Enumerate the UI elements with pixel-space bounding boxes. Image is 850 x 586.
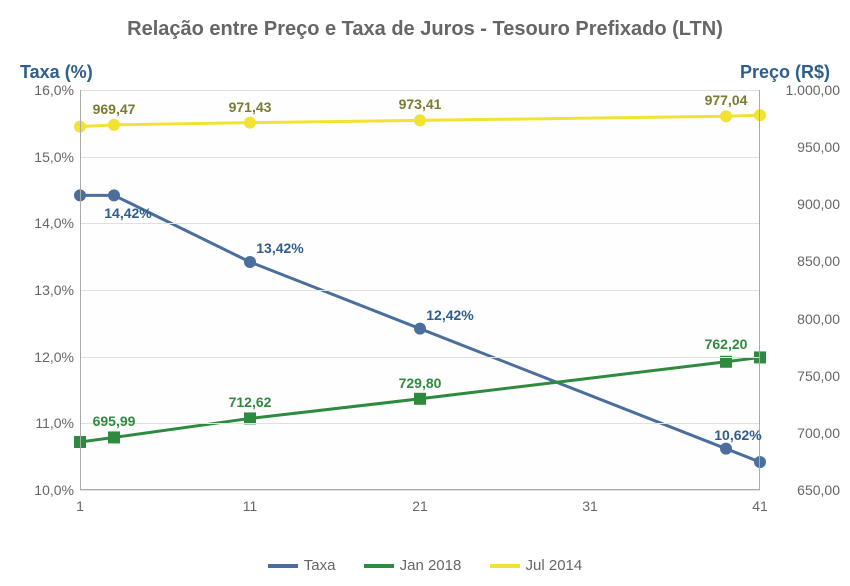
y-left-tick-label: 14,0%	[22, 215, 74, 231]
legend-swatch-taxa	[268, 564, 298, 568]
y-left-tick-label: 13,0%	[22, 282, 74, 298]
legend-label: Jan 2018	[400, 557, 462, 574]
y-right-tick-label: 950,00	[764, 139, 840, 155]
y-right-tick-label: 850,00	[764, 253, 840, 269]
y-right-tick-label: 900,00	[764, 196, 840, 212]
legend-label: Taxa	[304, 557, 336, 574]
y-left-tick-label: 11,0%	[22, 415, 74, 431]
x-tick-label: 31	[582, 498, 598, 514]
y-right-tick-label: 650,00	[764, 482, 840, 498]
y-left-tick-label: 12,0%	[22, 349, 74, 365]
y-right-tick-label: 750,00	[764, 368, 840, 384]
data-point-label: 969,47	[93, 101, 136, 117]
data-point-label: 12,42%	[426, 307, 473, 323]
data-point-label: 695,99	[93, 413, 136, 429]
data-point-label: 10,62%	[714, 427, 761, 443]
y-right-tick-label: 1.000,00	[764, 82, 840, 98]
data-point-label: 977,04	[705, 92, 748, 108]
chart-title: Relação entre Preço e Taxa de Juros - Te…	[0, 18, 850, 41]
y-left-tick-label: 16,0%	[22, 82, 74, 98]
y-right-axis-title: Preço (R$)	[740, 62, 830, 83]
legend-item-taxa: Taxa	[268, 557, 336, 574]
legend-swatch-jan2018	[364, 564, 394, 568]
data-point-label: 973,41	[399, 96, 442, 112]
legend-swatch-jul2014	[490, 564, 520, 568]
y-left-tick-label: 15,0%	[22, 149, 74, 165]
y-left-axis-title: Taxa (%)	[20, 62, 93, 83]
legend-label: Jul 2014	[526, 557, 583, 574]
y-right-tick-label: 700,00	[764, 425, 840, 441]
y-left-tick-label: 10,0%	[22, 482, 74, 498]
data-point-label: 729,80	[399, 375, 442, 391]
legend-item-jan2018: Jan 2018	[364, 557, 462, 574]
legend-item-jul2014: Jul 2014	[490, 557, 583, 574]
x-tick-label: 11	[243, 498, 258, 514]
data-point-label: 762,20	[705, 336, 748, 352]
data-point-label: 13,42%	[256, 240, 303, 256]
y-right-tick-label: 800,00	[764, 311, 840, 327]
x-tick-label: 1	[76, 498, 84, 514]
data-point-label: 14,42%	[104, 205, 151, 221]
x-tick-label: 21	[412, 498, 428, 514]
legend: Taxa Jan 2018 Jul 2014	[0, 556, 850, 574]
x-tick-label: 41	[752, 498, 768, 514]
plot-area	[80, 90, 760, 490]
data-point-label: 971,43	[229, 99, 272, 115]
data-point-label: 712,62	[229, 394, 272, 410]
chart-container: Relação entre Preço e Taxa de Juros - Te…	[0, 0, 850, 586]
